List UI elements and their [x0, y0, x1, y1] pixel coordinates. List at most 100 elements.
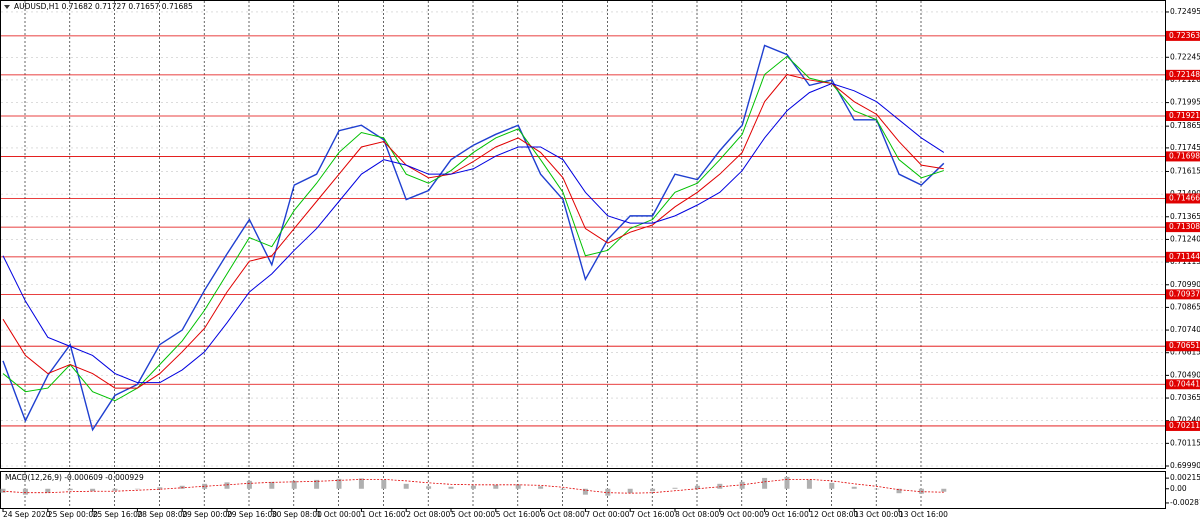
- macd-bar: [22, 488, 28, 495]
- x-tick-label: 7 Oct 16:00: [630, 510, 674, 519]
- y-tick-label: 0.00: [1170, 484, 1187, 493]
- x-tick-label: 2 Oct 08:00: [406, 510, 450, 519]
- macd-bar: [157, 487, 163, 489]
- level-tag-bg: [1166, 289, 1200, 300]
- y-tick-label: 0.002157: [1170, 473, 1200, 482]
- macd-bar: [403, 483, 409, 489]
- y-tick-label: 0.70740: [1170, 325, 1200, 334]
- macd-bar: [381, 479, 387, 489]
- y-tick-label: 0.70115: [1170, 438, 1200, 447]
- macd-bar: [739, 481, 745, 489]
- macd-bar: [67, 488, 73, 491]
- level-tag: 0.71698: [1169, 151, 1200, 160]
- macd-bar: [650, 488, 656, 492]
- y-tick-label: 0.69990: [1170, 461, 1200, 470]
- level-tag-bg: [1166, 222, 1200, 233]
- level-tag: 0.71144: [1169, 252, 1200, 261]
- macd-bar: [784, 476, 790, 489]
- macd-bar: [314, 479, 320, 489]
- y-tick-label: 0.70365: [1170, 393, 1200, 402]
- x-tick-label: 6 Oct 08:00: [541, 510, 585, 519]
- y-tick-label: 0.70990: [1170, 280, 1200, 289]
- level-tag: 0.70441: [1169, 379, 1200, 388]
- x-tick-label: 25 Sep 00:00: [48, 510, 98, 519]
- x-tick-label: 5 Oct 16:00: [496, 510, 540, 519]
- level-tag: 0.72148: [1169, 70, 1200, 79]
- y-tick-label: 0.70865: [1170, 302, 1200, 311]
- macd-bar: [538, 486, 544, 489]
- level-tag-bg: [1166, 379, 1200, 390]
- macd-bar: [246, 480, 252, 489]
- macd-bar: [582, 488, 588, 495]
- level-tag-bg: [1166, 151, 1200, 162]
- level-tag: 0.70937: [1169, 289, 1200, 298]
- macd-bar: [179, 485, 185, 489]
- x-tick-label: 25 Sep 16:00: [93, 510, 143, 519]
- x-tick-label: 5 Oct 00:00: [451, 510, 495, 519]
- y-tick-label: 0.71240: [1170, 234, 1200, 243]
- macd-bar: [448, 486, 454, 489]
- macd-bar: [941, 488, 947, 492]
- moving-average: [2, 73, 944, 389]
- macd-bar: [918, 488, 924, 494]
- y-tick-label: -0.002877: [1170, 498, 1200, 507]
- macd-bar: [829, 482, 835, 489]
- macd-bar: [627, 488, 633, 494]
- level-tag-bg: [1166, 251, 1200, 262]
- macd-bar: [806, 479, 812, 489]
- macd-bar: [851, 486, 857, 489]
- macd-bar: [605, 488, 611, 496]
- level-tag: 0.71921: [1169, 111, 1200, 120]
- macd-bar: [134, 488, 140, 490]
- y-tick-label: 0.71865: [1170, 121, 1200, 130]
- macd-bar: [45, 488, 51, 493]
- macd-bar: [202, 483, 208, 489]
- y-tick-label: 0.72245: [1170, 52, 1200, 61]
- x-tick-label: 29 Sep 00:00: [182, 510, 232, 519]
- level-tag-bg: [1166, 69, 1200, 80]
- moving-average: [2, 55, 944, 402]
- y-tick-label: 0.71995: [1170, 98, 1200, 107]
- x-tick-label: 29 Sep 16:00: [227, 510, 277, 519]
- x-tick-label: 1 Oct 00:00: [317, 510, 361, 519]
- macd-bar: [694, 485, 700, 489]
- macd-bar: [90, 488, 96, 492]
- menu-arrow[interactable]: [4, 5, 10, 9]
- macd-bar: [762, 477, 768, 489]
- level-tag: 0.71308: [1169, 222, 1200, 231]
- chart-title: AUDUSD,H1 0.71682 0.71727 0.71657 0.7168…: [14, 2, 193, 11]
- y-tick-label: 0.70615: [1170, 348, 1200, 357]
- y-tick-label: 0.71745: [1170, 143, 1200, 152]
- level-tag: 0.72363: [1169, 31, 1200, 40]
- x-tick-label: 12 Oct 08:00: [809, 510, 858, 519]
- macd-bar: [426, 486, 432, 489]
- macd-bar: [560, 488, 566, 490]
- macd-bar: [874, 488, 880, 490]
- y-tick-label: 0.71615: [1170, 166, 1200, 175]
- x-tick-label: 9 Oct 16:00: [765, 510, 809, 519]
- x-tick-label: 30 Sep 08:00: [272, 510, 322, 519]
- level-tag-bg: [1166, 341, 1200, 352]
- level-tag: 0.70211: [1169, 421, 1200, 430]
- x-tick-label: 7 Oct 00:00: [585, 510, 629, 519]
- macd-bar: [515, 484, 521, 489]
- macd-bar: [493, 484, 499, 489]
- level-tag: 0.70651: [1169, 341, 1200, 350]
- macd-bar: [0, 488, 6, 493]
- x-tick-label: 13 Oct 16:00: [899, 510, 948, 519]
- macd-title: MACD(12,26,9) -0.000609 -0.000929: [5, 473, 144, 482]
- level-tag-bg: [1166, 30, 1200, 41]
- macd-bar: [291, 480, 297, 489]
- macd-signal: [2, 478, 944, 494]
- level-tag: 0.71466: [1169, 193, 1200, 202]
- price-line: [2, 44, 945, 432]
- level-tag-bg: [1166, 193, 1200, 204]
- x-tick-label: 13 Oct 00:00: [854, 510, 903, 519]
- level-tag-bg: [1166, 420, 1200, 431]
- y-tick-label: 0.70240: [1170, 416, 1200, 425]
- macd-bar: [672, 487, 678, 489]
- macd-bar: [269, 481, 275, 489]
- x-tick-label: 9 Oct 00:00: [720, 510, 764, 519]
